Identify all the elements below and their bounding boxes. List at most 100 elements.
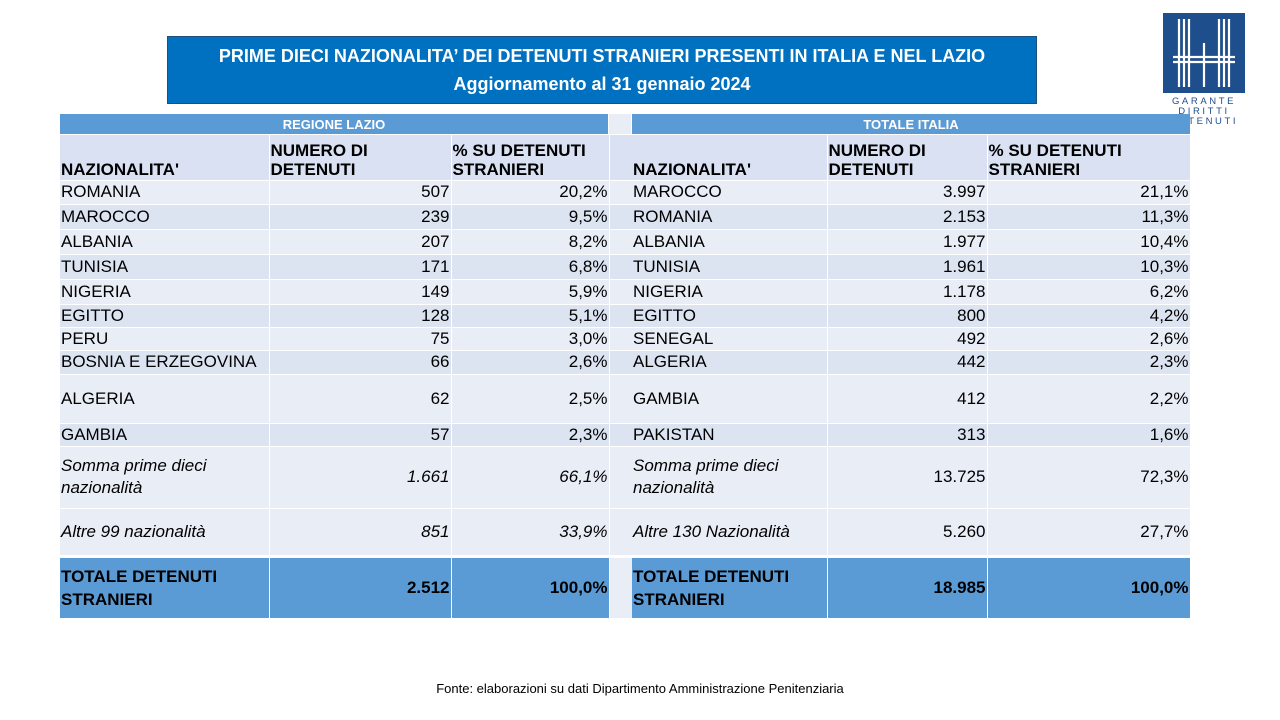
table-row-cell-1: 171 (269, 254, 452, 280)
gap-cell (609, 446, 633, 509)
gap-cell (609, 508, 633, 557)
italia-band: TOTALE ITALIA (632, 114, 1190, 134)
table-row-cell-1: 128 (269, 304, 452, 328)
table-row-cell-2: 10,3% (987, 254, 1191, 280)
total-row: TOTALE DETENUTI STRANIERI 2.512 100,0% (60, 554, 633, 619)
table-row-cell-0: NIGERIA (632, 279, 828, 305)
italia-table: NAZIONALITA' NUMERO DI DETENUTI% SU DETEN… (632, 135, 1191, 619)
table-row: GAMBIA 57 2,3% (60, 423, 633, 447)
table-row-cell-2: 6,8% (451, 254, 610, 280)
gap-cell (609, 279, 633, 305)
total-row-cell-2: 100,0% (987, 554, 1191, 619)
header-row-cell-1: NUMERO DI DETENUTI (269, 135, 452, 181)
sum-row-cell-2: 66,1% (451, 446, 610, 509)
table-row: ALBANIA 207 8,2% (60, 229, 633, 255)
table-row-cell-0: ALBANIA (60, 229, 270, 255)
gap-cell (609, 229, 633, 255)
total-row-cell-0: TOTALE DETENUTI STRANIERI (60, 554, 270, 619)
logo-mark-icon (1163, 13, 1245, 93)
sum-row-cell-1: 1.661 (269, 446, 452, 509)
table-row-cell-0: PAKISTAN (632, 423, 828, 447)
band-gap (609, 114, 631, 134)
header-row-cell-2: % SU DETENUTI STRANIERI (987, 135, 1191, 181)
table-row-cell-2: 8,2% (451, 229, 610, 255)
page-subtitle: Aggiornamento al 31 gennaio 2024 (453, 74, 751, 94)
table-row-cell-1: 57 (269, 423, 452, 447)
table-row: GAMBIA 412 2,2% (632, 374, 1191, 424)
table-row-cell-1: 66 (269, 350, 452, 375)
table-row-cell-0: GAMBIA (632, 374, 828, 424)
total-row-cell-1: 18.985 (827, 554, 988, 619)
table-row-cell-2: 2,5% (451, 374, 610, 424)
table-row: ALGERIA 62 2,5% (60, 374, 633, 424)
others-row-cell-0: Altre 130 Nazionalità (632, 508, 828, 557)
table-row: ROMANIA 507 20,2% (60, 180, 633, 205)
table-row-cell-0: ROMANIA (632, 204, 828, 230)
table-row-cell-1: 207 (269, 229, 452, 255)
table-row-cell-0: PERU (60, 327, 270, 351)
table-row-cell-1: 1.977 (827, 229, 988, 255)
table-row-cell-2: 2,6% (987, 327, 1191, 351)
table-row-cell-0: TUNISIA (60, 254, 270, 280)
table-row: MAROCCO 239 9,5% (60, 204, 633, 230)
page-title: PRIME DIECI NAZIONALITA’ DEI DETENUTI ST… (218, 46, 986, 66)
table-row-cell-1: 2.153 (827, 204, 988, 230)
table-row: ROMANIA 2.153 11,3% (632, 204, 1191, 230)
table-row: SENEGAL 492 2,6% (632, 327, 1191, 351)
header-row: NAZIONALITA' NUMERO DI DETENUTI% SU DETEN… (632, 135, 1191, 181)
others-row-cell-1: 5.260 (827, 508, 988, 557)
total-row-cell-0: TOTALE DETENUTI STRANIERI (632, 554, 828, 619)
table-row-cell-1: 492 (827, 327, 988, 351)
table-row-cell-0: ALBANIA (632, 229, 828, 255)
page-title-box: PRIME DIECI NAZIONALITA’ DEI DETENUTI ST… (167, 36, 1037, 104)
table-row-cell-1: 313 (827, 423, 988, 447)
table-row-cell-2: 5,9% (451, 279, 610, 305)
table-row-cell-2: 9,5% (451, 204, 610, 230)
gap-cell (609, 350, 633, 375)
others-row: Altre 99 nazionalità 851 33,9% (60, 508, 633, 557)
logo-text-line2: DIRITTI (1178, 106, 1230, 117)
table-row: EGITTO 800 4,2% (632, 304, 1191, 328)
table-row: PAKISTAN 313 1,6% (632, 423, 1191, 447)
header-row-cell-0: NAZIONALITA' (632, 135, 828, 181)
table-row-cell-1: 3.997 (827, 180, 988, 205)
others-row-cell-1: 851 (269, 508, 452, 557)
table-row: NIGERIA 1.178 6,2% (632, 279, 1191, 305)
table-row-cell-0: EGITTO (632, 304, 828, 328)
table-row-cell-2: 2,6% (451, 350, 610, 375)
lazio-band: REGIONE LAZIO (60, 114, 608, 134)
table-row-cell-2: 21,1% (987, 180, 1191, 205)
table-row-cell-0: ALGERIA (60, 374, 270, 424)
table-row-cell-1: 507 (269, 180, 452, 205)
table-row-cell-0: GAMBIA (60, 423, 270, 447)
total-row-cell-1: 2.512 (269, 554, 452, 619)
lazio-table: NAZIONALITA' NUMERO DI DETENUTI% SU DETEN… (60, 135, 633, 619)
sum-row: Somma prime dieci nazionalità 1.661 66,1% (60, 446, 633, 509)
table-row-cell-0: ALGERIA (632, 350, 828, 375)
table-row: PERU 75 3,0% (60, 327, 633, 351)
table-row-cell-0: TUNISIA (632, 254, 828, 280)
table-row-cell-1: 1.961 (827, 254, 988, 280)
table-row-cell-2: 3,0% (451, 327, 610, 351)
others-row: Altre 130 Nazionalità 5.260 27,7% (632, 508, 1191, 557)
table-row-cell-0: MAROCCO (632, 180, 828, 205)
logo-text-line1: GARANTE (1171, 96, 1237, 107)
gap-cell (609, 327, 633, 351)
table-row-cell-0: EGITTO (60, 304, 270, 328)
table-row-cell-1: 149 (269, 279, 452, 305)
gap-cell (609, 423, 633, 447)
table-row-cell-0: NIGERIA (60, 279, 270, 305)
table-row: EGITTO 128 5,1% (60, 304, 633, 328)
table-row-cell-2: 5,1% (451, 304, 610, 328)
table-row: TUNISIA 171 6,8% (60, 254, 633, 280)
gap-cell (609, 135, 633, 181)
gap-cell (609, 254, 633, 280)
garante-logo: GARANTE DIRITTI DETENUTI (1163, 13, 1245, 128)
table-row-cell-2: 10,4% (987, 229, 1191, 255)
table-row-cell-2: 1,6% (987, 423, 1191, 447)
others-row-cell-0: Altre 99 nazionalità (60, 508, 270, 557)
table-row-cell-1: 412 (827, 374, 988, 424)
table-row-cell-1: 75 (269, 327, 452, 351)
sum-row-cell-0: Somma prime dieci nazionalità (60, 446, 270, 509)
table-row-cell-2: 20,2% (451, 180, 610, 205)
